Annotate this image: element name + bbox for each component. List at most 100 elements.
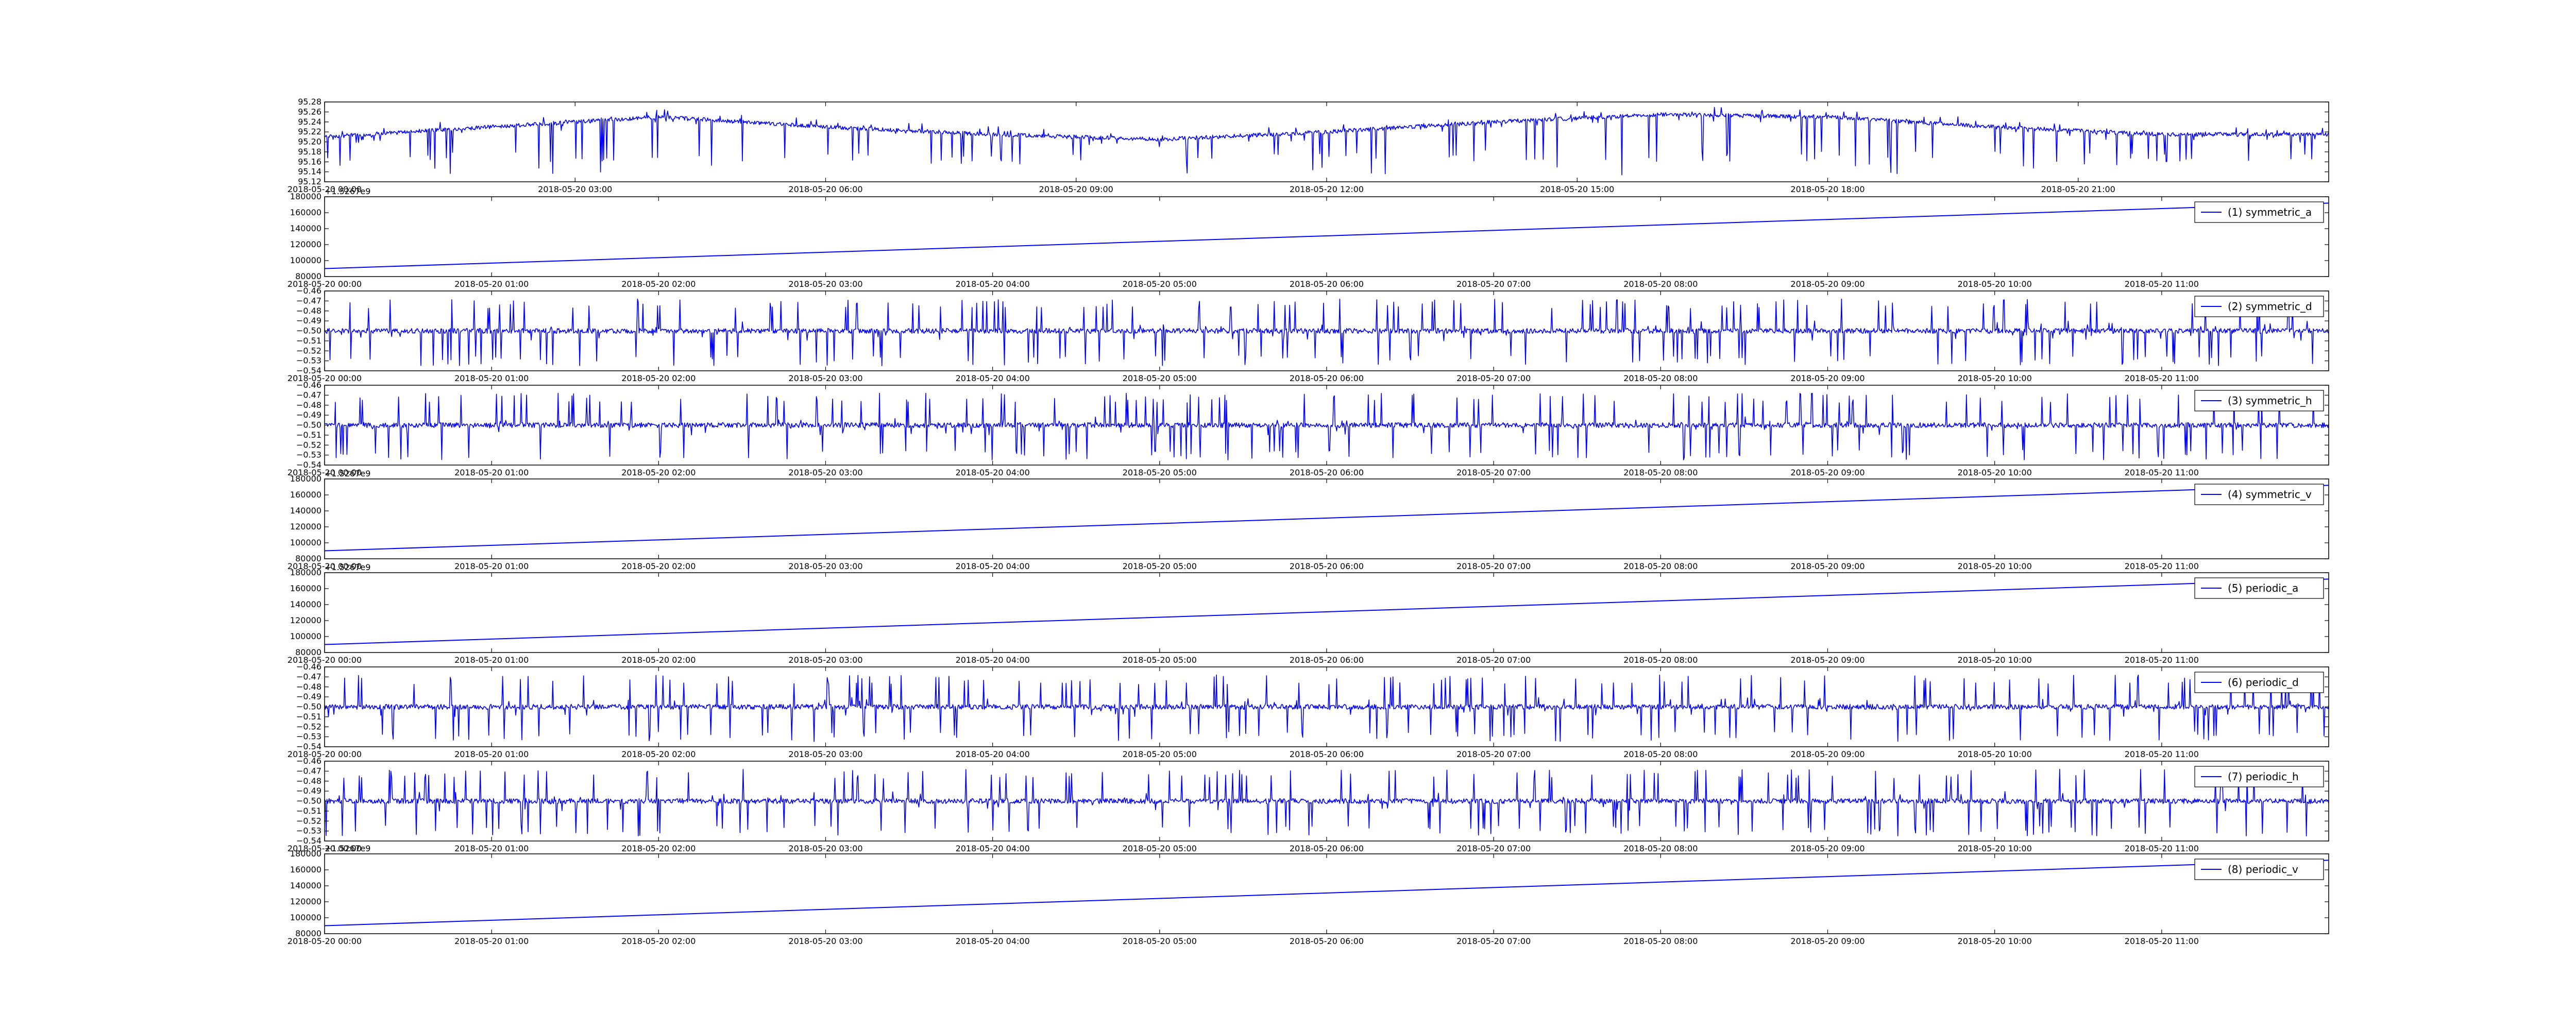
x-tick-label: 2018-05-20 01:00 <box>454 373 529 383</box>
x-tick-label: 2018-05-20 08:00 <box>1623 655 1698 665</box>
x-tick-label: 2018-05-20 18:00 <box>1790 184 1865 194</box>
x-tick-label: 2018-05-20 04:00 <box>956 749 1030 759</box>
x-tick-label: 2018-05-20 11:00 <box>2125 749 2199 759</box>
legend-label: (7) periodic_h <box>2228 770 2299 783</box>
y-tick-label: −0.51 <box>296 336 321 346</box>
y-tick-label: 160000 <box>290 583 321 593</box>
x-tick-label: 2018-05-20 04:00 <box>956 468 1030 477</box>
y-tick-label: 95.20 <box>298 137 321 147</box>
y-tick-label: −0.48 <box>296 682 321 692</box>
y-tick-label: 180000 <box>290 474 321 484</box>
x-tick-label: 2018-05-20 06:00 <box>1290 655 1364 665</box>
x-tick-label: 2018-05-20 09:00 <box>1790 844 1865 853</box>
x-tick-label: 2018-05-20 05:00 <box>1123 844 1197 853</box>
x-tick-label: 2018-05-20 08:00 <box>1623 373 1698 383</box>
y-tick-label: −0.54 <box>296 742 321 751</box>
x-tick-label: 2018-05-20 09:00 <box>1790 936 1865 946</box>
y-tick-label: 140000 <box>290 506 321 516</box>
series-line <box>325 768 2329 837</box>
y-tick-label: −0.46 <box>296 380 321 390</box>
y-tick-label: 80000 <box>295 929 321 938</box>
x-tick-label: 2018-05-20 08:00 <box>1623 561 1698 571</box>
x-tick-label: 2018-05-20 06:00 <box>1290 749 1364 759</box>
x-tick-label: 2018-05-20 10:00 <box>1958 279 2032 289</box>
y-tick-label: 95.22 <box>298 127 321 136</box>
subplot-1: 95.1295.1495.1695.1895.2095.2295.2495.26… <box>287 97 2329 194</box>
x-tick-label: 2018-05-20 04:00 <box>956 279 1030 289</box>
x-tick-label: 2018-05-20 05:00 <box>1123 655 1197 665</box>
x-tick-label: 2018-05-20 03:00 <box>788 468 862 477</box>
x-tick-label: 2018-05-20 00:00 <box>287 561 362 571</box>
y-tick-label: 180000 <box>290 849 321 859</box>
x-tick-label: 2018-05-20 07:00 <box>1456 373 1531 383</box>
legend-label: (6) periodic_d <box>2228 676 2299 689</box>
y-tick-label: 160000 <box>290 865 321 874</box>
y-tick-label: 160000 <box>290 490 321 500</box>
subplot-7: −0.54−0.53−0.52−0.51−0.50−0.49−0.48−0.47… <box>287 662 2329 759</box>
x-tick-label: 2018-05-20 06:00 <box>1290 561 1364 571</box>
x-tick-label: 2018-05-20 04:00 <box>956 561 1030 571</box>
x-tick-label: 2018-05-20 02:00 <box>621 468 696 477</box>
x-tick-label: 2018-05-20 03:00 <box>788 373 862 383</box>
x-tick-label: 2018-05-20 07:00 <box>1456 936 1531 946</box>
x-tick-label: 2018-05-20 11:00 <box>2125 468 2199 477</box>
x-tick-label: 2018-05-20 11:00 <box>2125 373 2199 383</box>
y-tick-label: −0.50 <box>296 420 321 430</box>
y-tick-label: −0.46 <box>296 286 321 296</box>
x-tick-label: 2018-05-20 02:00 <box>621 279 696 289</box>
x-tick-label: 2018-05-20 05:00 <box>1123 561 1197 571</box>
x-tick-label: 2018-05-20 09:00 <box>1790 468 1865 477</box>
y-tick-label: −0.52 <box>296 440 321 450</box>
y-tick-label: 120000 <box>290 615 321 625</box>
x-tick-label: 2018-05-20 00:00 <box>287 749 362 759</box>
legend-label: (3) symmetric_h <box>2228 394 2312 407</box>
y-tick-label: −0.50 <box>296 702 321 712</box>
x-tick-label: 2018-05-20 05:00 <box>1123 936 1197 946</box>
y-tick-label: −0.47 <box>296 672 321 681</box>
x-tick-label: 2018-05-20 01:00 <box>454 936 529 946</box>
x-tick-label: 2018-05-20 01:00 <box>454 844 529 853</box>
y-tick-label: −0.49 <box>296 316 321 325</box>
x-tick-label: 2018-05-20 11:00 <box>2125 844 2199 853</box>
x-tick-label: 2018-05-20 05:00 <box>1123 468 1197 477</box>
subplot-6: 800001000001200001400001600001800002018-… <box>287 562 2329 665</box>
y-tick-label: −0.54 <box>296 460 321 470</box>
legend-label: (4) symmetric_v <box>2228 488 2312 501</box>
x-tick-label: 2018-05-20 06:00 <box>1290 279 1364 289</box>
x-tick-label: 2018-05-20 21:00 <box>2041 184 2115 194</box>
y-tick-label: 180000 <box>290 568 321 577</box>
legend: (1) symmetric_a <box>2194 201 2324 223</box>
x-tick-label: 2018-05-20 02:00 <box>621 561 696 571</box>
x-tick-label: 2018-05-20 09:00 <box>1790 749 1865 759</box>
y-tick-label: 140000 <box>290 224 321 233</box>
y-tick-label: 80000 <box>295 554 321 563</box>
legend: (7) periodic_h <box>2194 766 2324 787</box>
axes-frame <box>324 572 2329 653</box>
x-tick-label: 2018-05-20 01:00 <box>454 749 529 759</box>
y-tick-label: 95.28 <box>298 97 321 107</box>
x-tick-label: 2018-05-20 10:00 <box>1958 561 2032 571</box>
x-tick-label: 2018-05-20 00:00 <box>287 468 362 477</box>
x-tick-label: 2018-05-20 05:00 <box>1123 279 1197 289</box>
axes-frame <box>324 853 2329 934</box>
x-tick-label: 2018-05-20 02:00 <box>621 749 696 759</box>
y-tick-label: −0.51 <box>296 430 321 440</box>
y-tick-label: 95.12 <box>298 177 321 186</box>
y-tick-label: 95.14 <box>298 167 321 177</box>
axes-frame <box>324 478 2329 559</box>
x-tick-label: 2018-05-20 01:00 <box>454 655 529 665</box>
x-tick-label: 2018-05-20 05:00 <box>1123 749 1197 759</box>
x-tick-label: 2018-05-20 02:00 <box>621 936 696 946</box>
y-tick-label: −0.48 <box>296 400 321 410</box>
x-tick-label: 2018-05-20 09:00 <box>1790 561 1865 571</box>
y-tick-label: 180000 <box>290 192 321 201</box>
x-tick-label: 2018-05-20 10:00 <box>1958 468 2032 477</box>
series-line <box>325 298 2329 366</box>
x-tick-label: 2018-05-20 12:00 <box>1290 184 1364 194</box>
y-tick-label: −0.53 <box>296 826 321 836</box>
y-tick-label: 140000 <box>290 881 321 890</box>
x-tick-label: 2018-05-20 10:00 <box>1958 749 2032 759</box>
x-tick-label: 2018-05-20 06:00 <box>1290 936 1364 946</box>
x-tick-label: 2018-05-20 07:00 <box>1456 561 1531 571</box>
y-tick-label: −0.50 <box>296 326 321 336</box>
